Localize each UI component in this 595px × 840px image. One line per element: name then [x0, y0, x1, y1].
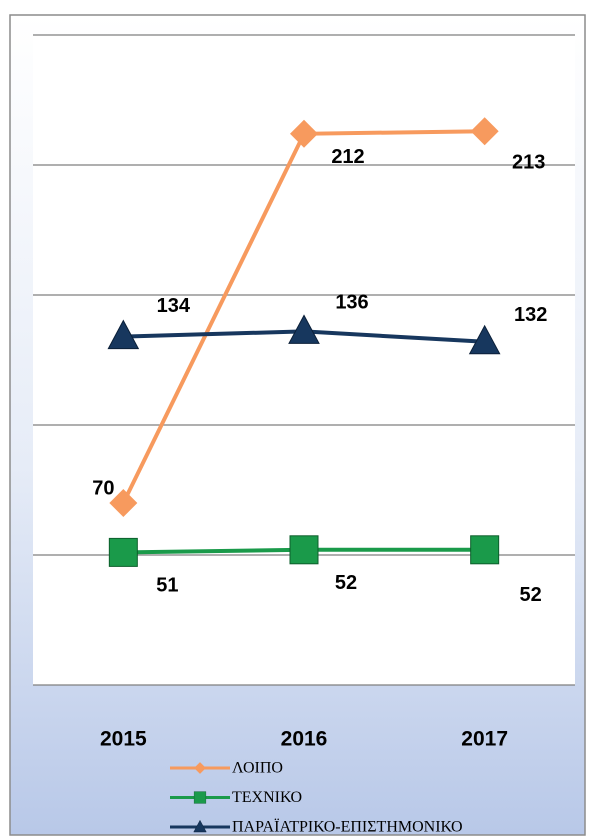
- x-tick-label: 2016: [281, 728, 328, 751]
- point-marker: [468, 324, 501, 355]
- point-marker: [108, 537, 138, 567]
- x-tick-label: 2017: [461, 728, 508, 751]
- legend-marker: [193, 819, 207, 833]
- point-marker: [288, 314, 320, 344]
- data-label: 213: [512, 151, 545, 173]
- data-label: 52: [335, 572, 357, 594]
- point-marker: [109, 489, 138, 517]
- data-label: 52: [520, 584, 542, 606]
- legend-label: ΤΕΧΝΙΚΟ: [232, 789, 302, 806]
- point-marker: [290, 119, 318, 148]
- data-label: 212: [331, 146, 364, 168]
- data-label: 136: [335, 292, 368, 314]
- legend-marker: [193, 791, 207, 804]
- x-tick-label: 2015: [100, 728, 147, 751]
- legend-marker: [194, 762, 206, 774]
- point-marker: [107, 319, 140, 350]
- legend-label: ΠΑΡΑΪΑΤΡΙΚΟ-ΕΠΙΣΤΗΜΟΝΙΚΟ: [232, 818, 463, 836]
- point-marker: [289, 535, 319, 565]
- point-marker: [470, 535, 500, 565]
- data-label: 134: [157, 295, 191, 317]
- data-label: 51: [156, 575, 178, 597]
- legend-label: ΛΟΙΠΟ: [232, 760, 283, 777]
- data-label: 70: [92, 477, 114, 499]
- data-label: 132: [514, 304, 547, 326]
- point-marker: [470, 117, 499, 146]
